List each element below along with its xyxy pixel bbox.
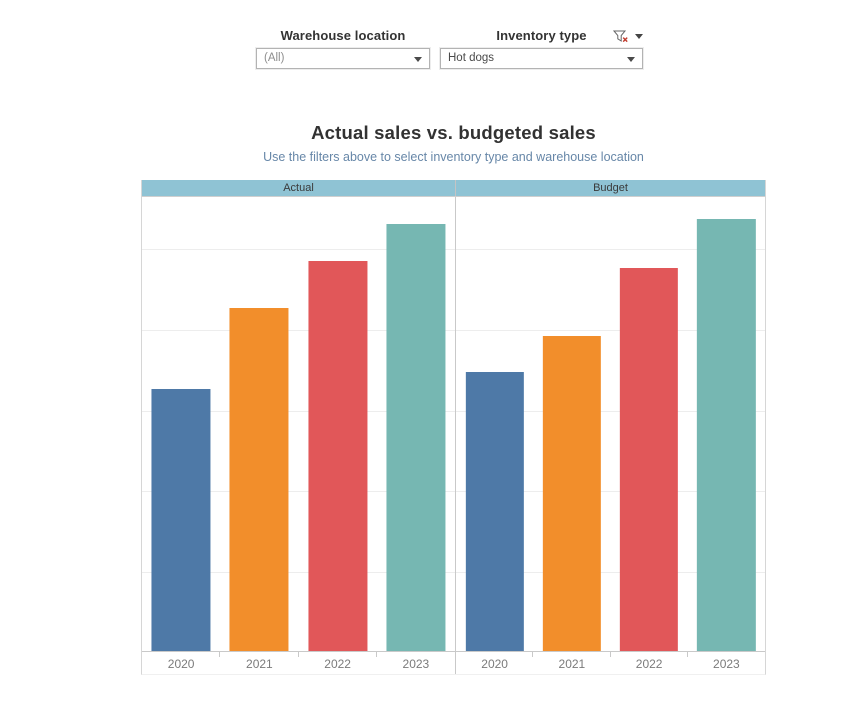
bar-budget-2020[interactable] bbox=[465, 371, 524, 651]
x-axis: 2020 2021 2022 2023 2020 2021 2022 2023 bbox=[142, 651, 765, 674]
gridline bbox=[142, 330, 765, 331]
axis-label-2023: 2023 bbox=[713, 657, 740, 671]
bar-slot bbox=[299, 197, 377, 651]
bar-slot bbox=[611, 197, 688, 651]
column-header-band: Actual Budget bbox=[142, 180, 765, 197]
plot-area bbox=[142, 197, 765, 651]
column-header-actual: Actual bbox=[142, 180, 455, 196]
filter-menu-icons bbox=[613, 29, 643, 44]
axis-label-2022: 2022 bbox=[299, 652, 378, 674]
axis-label-2023: 2023 bbox=[402, 657, 430, 671]
bar-actual-2021[interactable] bbox=[229, 308, 289, 651]
inventory-type-dropdown[interactable]: Hot dogs bbox=[440, 48, 643, 69]
inventory-type-label: Inventory type bbox=[496, 28, 587, 43]
warehouse-location-dropdown[interactable]: (All) bbox=[256, 48, 430, 69]
axis-label-2022: 2022 bbox=[611, 652, 689, 674]
axis-label-2020: 2020 bbox=[456, 652, 534, 674]
warehouse-location-label: Warehouse location bbox=[280, 28, 406, 43]
bar-budget-2023[interactable] bbox=[697, 218, 756, 651]
chevron-down-icon bbox=[627, 57, 635, 62]
column-header-budget: Budget bbox=[455, 180, 765, 196]
bar-chart: Actual Budget bbox=[141, 180, 766, 675]
axis-label-2021: 2021 bbox=[533, 652, 611, 674]
axis-label-2021: 2021 bbox=[220, 652, 299, 674]
bar-actual-2023[interactable] bbox=[386, 223, 446, 651]
bar-budget-2022[interactable] bbox=[619, 267, 679, 651]
gridline bbox=[142, 411, 765, 412]
bar-slot bbox=[377, 197, 455, 651]
page-title: Actual sales vs. budgeted sales bbox=[311, 122, 596, 143]
panels bbox=[142, 197, 765, 651]
gridline bbox=[142, 572, 765, 573]
warehouse-location-filter: Warehouse location (All) bbox=[256, 28, 430, 69]
panel-actual bbox=[142, 197, 455, 651]
bar-slot bbox=[220, 197, 298, 651]
panel-budget bbox=[455, 197, 765, 651]
gridline bbox=[142, 249, 765, 250]
chevron-down-icon bbox=[414, 57, 422, 62]
bar-slot bbox=[142, 197, 220, 651]
warehouse-location-value: (All) bbox=[264, 52, 285, 64]
bar-actual-2022[interactable] bbox=[308, 261, 368, 651]
bar-slot bbox=[533, 197, 610, 651]
axis-label-2020: 2020 bbox=[142, 652, 221, 674]
gridline bbox=[142, 491, 765, 492]
bar-actual-2020[interactable] bbox=[151, 389, 211, 651]
bar-budget-2021[interactable] bbox=[542, 335, 602, 651]
bar-slot bbox=[456, 197, 533, 651]
page-subtitle: Use the filters above to select inventor… bbox=[263, 150, 644, 164]
bar-slot bbox=[688, 197, 765, 651]
filter-menu-caret-icon[interactable] bbox=[635, 34, 643, 39]
clear-filter-icon[interactable] bbox=[613, 30, 629, 43]
x-axis-actual: 2020 2021 2022 2023 bbox=[142, 652, 455, 674]
x-axis-budget: 2020 2021 2022 2023 bbox=[455, 652, 765, 674]
inventory-type-filter: Inventory type Hot dogs bbox=[440, 28, 643, 69]
inventory-type-value: Hot dogs bbox=[448, 52, 495, 64]
